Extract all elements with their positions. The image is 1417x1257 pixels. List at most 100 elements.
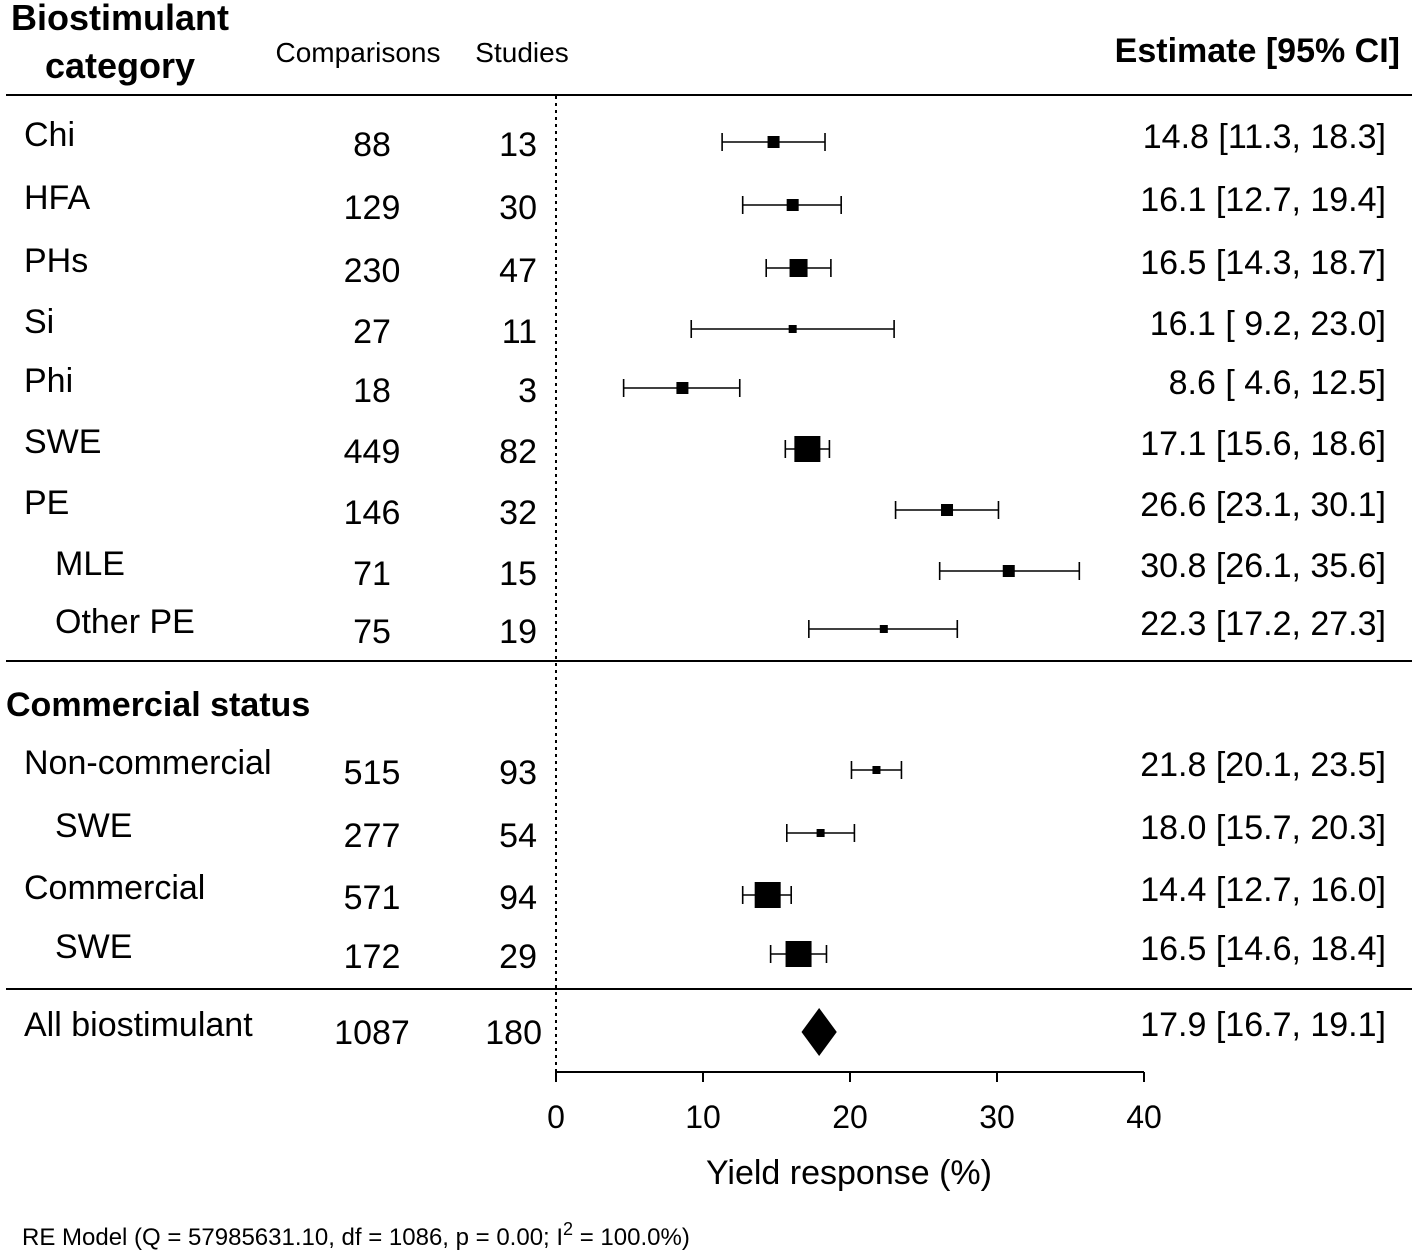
forest-row: SWE 172 29 16.5 [14.6, 18.4] [55, 928, 1386, 976]
row-studies: 29 [499, 938, 537, 976]
row-comparisons: 571 [344, 879, 401, 917]
row-estimate-ci: 21.8 [20.1, 23.5] [1140, 746, 1386, 784]
header-category-line1: Biostimulant [11, 0, 229, 38]
forest-row: Si 27 11 16.1 [ 9.2, 23.0] [24, 303, 1386, 351]
row-estimate-ci: 16.1 [12.7, 19.4] [1140, 181, 1386, 219]
forest-row: Commercial 571 94 14.4 [12.7, 16.0] [24, 869, 1386, 917]
footnote-superscript: 2 [563, 1219, 573, 1239]
row-estimate-ci: 16.5 [14.6, 18.4] [1140, 930, 1386, 968]
summary-comparisons: 1087 [334, 1014, 410, 1052]
header-studies: Studies [475, 37, 568, 68]
row-studies: 94 [499, 879, 537, 917]
section-title-commercial-status: Commercial status [6, 686, 310, 724]
row-studies: 93 [499, 754, 537, 792]
point-estimate-square [754, 882, 781, 908]
header-comparisons: Comparisons [276, 37, 441, 68]
row-studies: 11 [502, 313, 537, 351]
row-label: MLE [55, 545, 125, 583]
row-studies: 30 [499, 189, 537, 227]
row-estimate-ci: 14.4 [12.7, 16.0] [1140, 871, 1386, 909]
row-comparisons: 277 [344, 817, 401, 855]
row-label: PHs [24, 242, 88, 280]
forest-row: SWE 277 54 18.0 [15.7, 20.3] [55, 807, 1386, 855]
row-estimate-ci: 14.8 [11.3, 18.3] [1143, 118, 1386, 156]
x-tick-label: 20 [832, 1099, 868, 1135]
forest-row: SWE 449 82 17.1 [15.6, 18.6] [24, 423, 1386, 471]
row-label: Si [24, 303, 54, 341]
row-studies: 15 [499, 555, 537, 593]
row-label: PE [24, 484, 69, 522]
summary-label: All biostimulant [24, 1006, 253, 1044]
forest-row: Non-commercial 515 93 21.8 [20.1, 23.5] [24, 744, 1386, 792]
point-estimate-square [794, 436, 821, 462]
row-estimate-ci: 22.3 [17.2, 27.3] [1140, 605, 1386, 643]
row-comparisons: 230 [344, 252, 401, 290]
row-studies: 82 [499, 433, 537, 471]
summary-studies: 180 [485, 1014, 542, 1052]
point-estimate-square [676, 382, 689, 394]
x-tick-label: 30 [979, 1099, 1015, 1135]
header-estimate: Estimate [95% CI] [1115, 32, 1400, 70]
row-studies: 3 [518, 372, 537, 410]
row-comparisons: 515 [344, 754, 401, 792]
forest-row: Chi 88 13 14.8 [11.3, 18.3] [24, 116, 1386, 164]
row-label: Phi [24, 362, 73, 400]
x-tick-label: 40 [1126, 1099, 1162, 1135]
row-label: SWE [55, 807, 132, 845]
row-comparisons: 18 [353, 372, 391, 410]
row-comparisons: 449 [344, 433, 401, 471]
forest-row: Other PE 75 19 22.3 [17.2, 27.3] [55, 603, 1386, 651]
point-estimate-square [1002, 565, 1015, 577]
row-label: HFA [24, 179, 90, 217]
row-label: Non-commercial [24, 744, 272, 782]
forest-row: MLE 71 15 30.8 [26.1, 35.6] [55, 545, 1386, 593]
row-comparisons: 129 [344, 189, 401, 227]
point-estimate-square [789, 259, 808, 277]
row-label: Chi [24, 116, 75, 154]
point-estimate-square [879, 625, 888, 633]
row-estimate-ci: 30.8 [26.1, 35.6] [1140, 547, 1386, 585]
row-label: Other PE [55, 603, 195, 641]
forest-row: PE 146 32 26.6 [23.1, 30.1] [24, 484, 1386, 532]
row-studies: 54 [499, 817, 537, 855]
row-estimate-ci: 26.6 [23.1, 30.1] [1140, 486, 1386, 524]
row-studies: 13 [499, 126, 537, 164]
x-tick-label: 0 [547, 1099, 565, 1135]
forest-row: HFA 129 30 16.1 [12.7, 19.4] [24, 179, 1386, 227]
x-axis-label: Yield response (%) [706, 1154, 992, 1192]
point-estimate-square [786, 199, 799, 211]
row-estimate-ci: 17.1 [15.6, 18.6] [1140, 425, 1386, 463]
point-estimate-square [816, 829, 825, 837]
row-label: Commercial [24, 869, 205, 907]
point-estimate-square [785, 941, 812, 967]
row-label: SWE [24, 423, 101, 461]
row-studies: 19 [499, 613, 537, 651]
row-estimate-ci: 16.5 [14.3, 18.7] [1140, 244, 1386, 282]
x-tick-label: 10 [685, 1099, 721, 1135]
row-studies: 47 [499, 252, 537, 290]
row-estimate-ci: 18.0 [15.7, 20.3] [1140, 809, 1386, 847]
row-studies: 32 [499, 494, 537, 532]
point-estimate-square [767, 136, 780, 148]
summary-estimate-ci: 17.9 [16.7, 19.1] [1140, 1006, 1386, 1044]
row-estimate-ci: 16.1 [ 9.2, 23.0] [1150, 305, 1386, 343]
row-comparisons: 27 [353, 313, 391, 351]
row-comparisons: 88 [353, 126, 391, 164]
row-comparisons: 172 [344, 938, 401, 976]
header-category-line2: category [45, 45, 195, 86]
footnote-suffix: = 100.0%) [573, 1224, 690, 1251]
row-label: SWE [55, 928, 132, 966]
point-estimate-square [941, 504, 954, 516]
row-comparisons: 146 [344, 494, 401, 532]
row-estimate-ci: 8.6 [ 4.6, 12.5] [1169, 364, 1386, 402]
forest-row: PHs 230 47 16.5 [14.3, 18.7] [24, 242, 1386, 290]
summary-diamond [801, 1008, 837, 1056]
row-comparisons: 71 [353, 555, 391, 593]
point-estimate-square [788, 325, 797, 333]
footnote-prefix: RE Model (Q = 57985631.10, df = 1086, p … [22, 1224, 563, 1251]
row-comparisons: 75 [353, 613, 391, 651]
point-estimate-square [872, 766, 881, 774]
footnote-model: RE Model (Q = 57985631.10, df = 1086, p … [22, 1219, 690, 1251]
forest-row: Phi 18 3 8.6 [ 4.6, 12.5] [24, 362, 1386, 410]
